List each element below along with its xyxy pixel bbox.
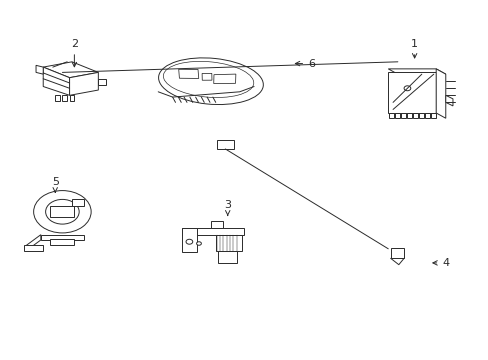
Circle shape: [185, 239, 192, 244]
Bar: [430, 113, 435, 118]
Polygon shape: [178, 69, 198, 78]
Bar: [218, 251, 237, 263]
Bar: [50, 239, 74, 245]
Bar: [418, 113, 423, 118]
Bar: [424, 113, 429, 118]
Text: 2: 2: [71, 39, 78, 67]
Polygon shape: [445, 95, 452, 106]
Bar: [406, 113, 411, 118]
Polygon shape: [26, 235, 41, 251]
Bar: [210, 221, 223, 228]
Polygon shape: [43, 62, 98, 78]
Text: 5: 5: [52, 177, 59, 193]
Text: 6: 6: [295, 59, 314, 68]
Polygon shape: [43, 67, 69, 95]
Polygon shape: [98, 80, 105, 85]
Bar: [215, 235, 242, 251]
Polygon shape: [435, 69, 445, 118]
Bar: [412, 113, 417, 118]
Bar: [387, 72, 435, 113]
Bar: [388, 113, 393, 118]
Polygon shape: [36, 65, 43, 74]
Bar: [394, 113, 399, 118]
Polygon shape: [387, 69, 445, 74]
Bar: [24, 245, 43, 251]
Circle shape: [196, 242, 201, 245]
Circle shape: [34, 190, 91, 233]
Text: 1: 1: [410, 39, 417, 58]
Text: 4: 4: [432, 258, 448, 268]
Polygon shape: [182, 228, 244, 235]
Polygon shape: [62, 95, 67, 100]
Polygon shape: [202, 73, 211, 80]
Polygon shape: [213, 74, 235, 84]
Polygon shape: [69, 72, 98, 95]
Bar: [72, 199, 84, 207]
Bar: [50, 207, 74, 217]
Text: 3: 3: [224, 200, 231, 215]
Polygon shape: [41, 235, 84, 240]
Circle shape: [45, 199, 79, 224]
Polygon shape: [69, 95, 74, 100]
Bar: [216, 140, 233, 149]
Polygon shape: [182, 228, 196, 252]
Bar: [390, 248, 403, 258]
Polygon shape: [55, 95, 60, 100]
Circle shape: [403, 86, 410, 91]
Bar: [400, 113, 405, 118]
Ellipse shape: [158, 58, 263, 104]
